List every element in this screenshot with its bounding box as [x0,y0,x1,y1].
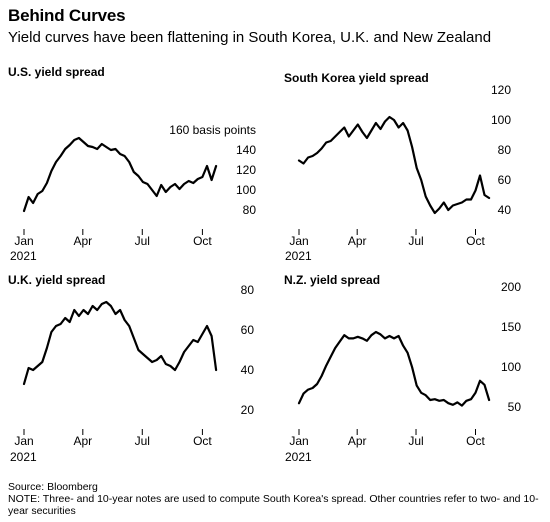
x-tick-label: Oct [466,434,485,448]
x-year-label: 2021 [10,249,37,263]
x-tick-label: Apr [348,234,367,248]
chart-subtitle: Yield curves have been flattening in Sou… [8,29,492,46]
panel-title: U.K. yield spread [8,273,105,287]
y-tick-label: 80 [243,203,257,217]
x-tick-label: Jan [14,434,33,448]
source-note: Source: Bloomberg [8,481,98,493]
y-tick-label: 150 [501,320,521,334]
x-tick-label: Jul [408,234,423,248]
x-tick-label: Jan [289,234,308,248]
panel-title: U.S. yield spread [8,65,105,79]
x-tick-label: Apr [348,434,367,448]
panel-title: South Korea yield spread [284,71,429,85]
y-tick-label: 200 [501,280,521,294]
x-tick-label: Jan [14,234,33,248]
x-tick-label: Apr [73,234,92,248]
x-tick-label: Apr [73,434,92,448]
y-tick-label: 100 [491,113,511,127]
series-line [297,330,491,407]
y-tick-label: 40 [241,363,255,377]
y-tick-label: 80 [498,143,512,157]
series-line [22,136,218,213]
footnote: NOTE: Three- and 10-year notes are used … [8,493,539,517]
series-line [297,115,491,215]
x-year-label: 2021 [285,450,312,464]
x-tick-label: Jul [135,434,150,448]
x-tick-label: Jul [408,434,423,448]
x-year-label: 2021 [10,450,37,464]
y-tick-label: 20 [241,403,255,417]
y-tick-label: 50 [508,400,522,414]
panel-title: N.Z. yield spread [284,273,380,287]
x-year-label: 2021 [285,249,312,263]
y-tick-label: 120 [236,163,256,177]
y-tick-label: 60 [498,173,512,187]
y-tick-label: 40 [498,203,512,217]
x-tick-label: Oct [466,234,485,248]
x-tick-label: Oct [193,434,212,448]
y-tick-label: 80 [241,283,255,297]
y-tick-label: 60 [241,323,255,337]
series-line [22,300,218,386]
x-tick-label: Jul [135,234,150,248]
y-tick-label: 120 [491,83,511,97]
x-tick-label: Jan [289,434,308,448]
y-unit-label: 160 basis points [169,123,256,137]
y-tick-label: 140 [236,143,256,157]
y-tick-label: 100 [236,183,256,197]
chart-title: Behind Curves [8,6,126,25]
x-tick-label: Oct [193,234,212,248]
y-tick-label: 100 [501,360,521,374]
